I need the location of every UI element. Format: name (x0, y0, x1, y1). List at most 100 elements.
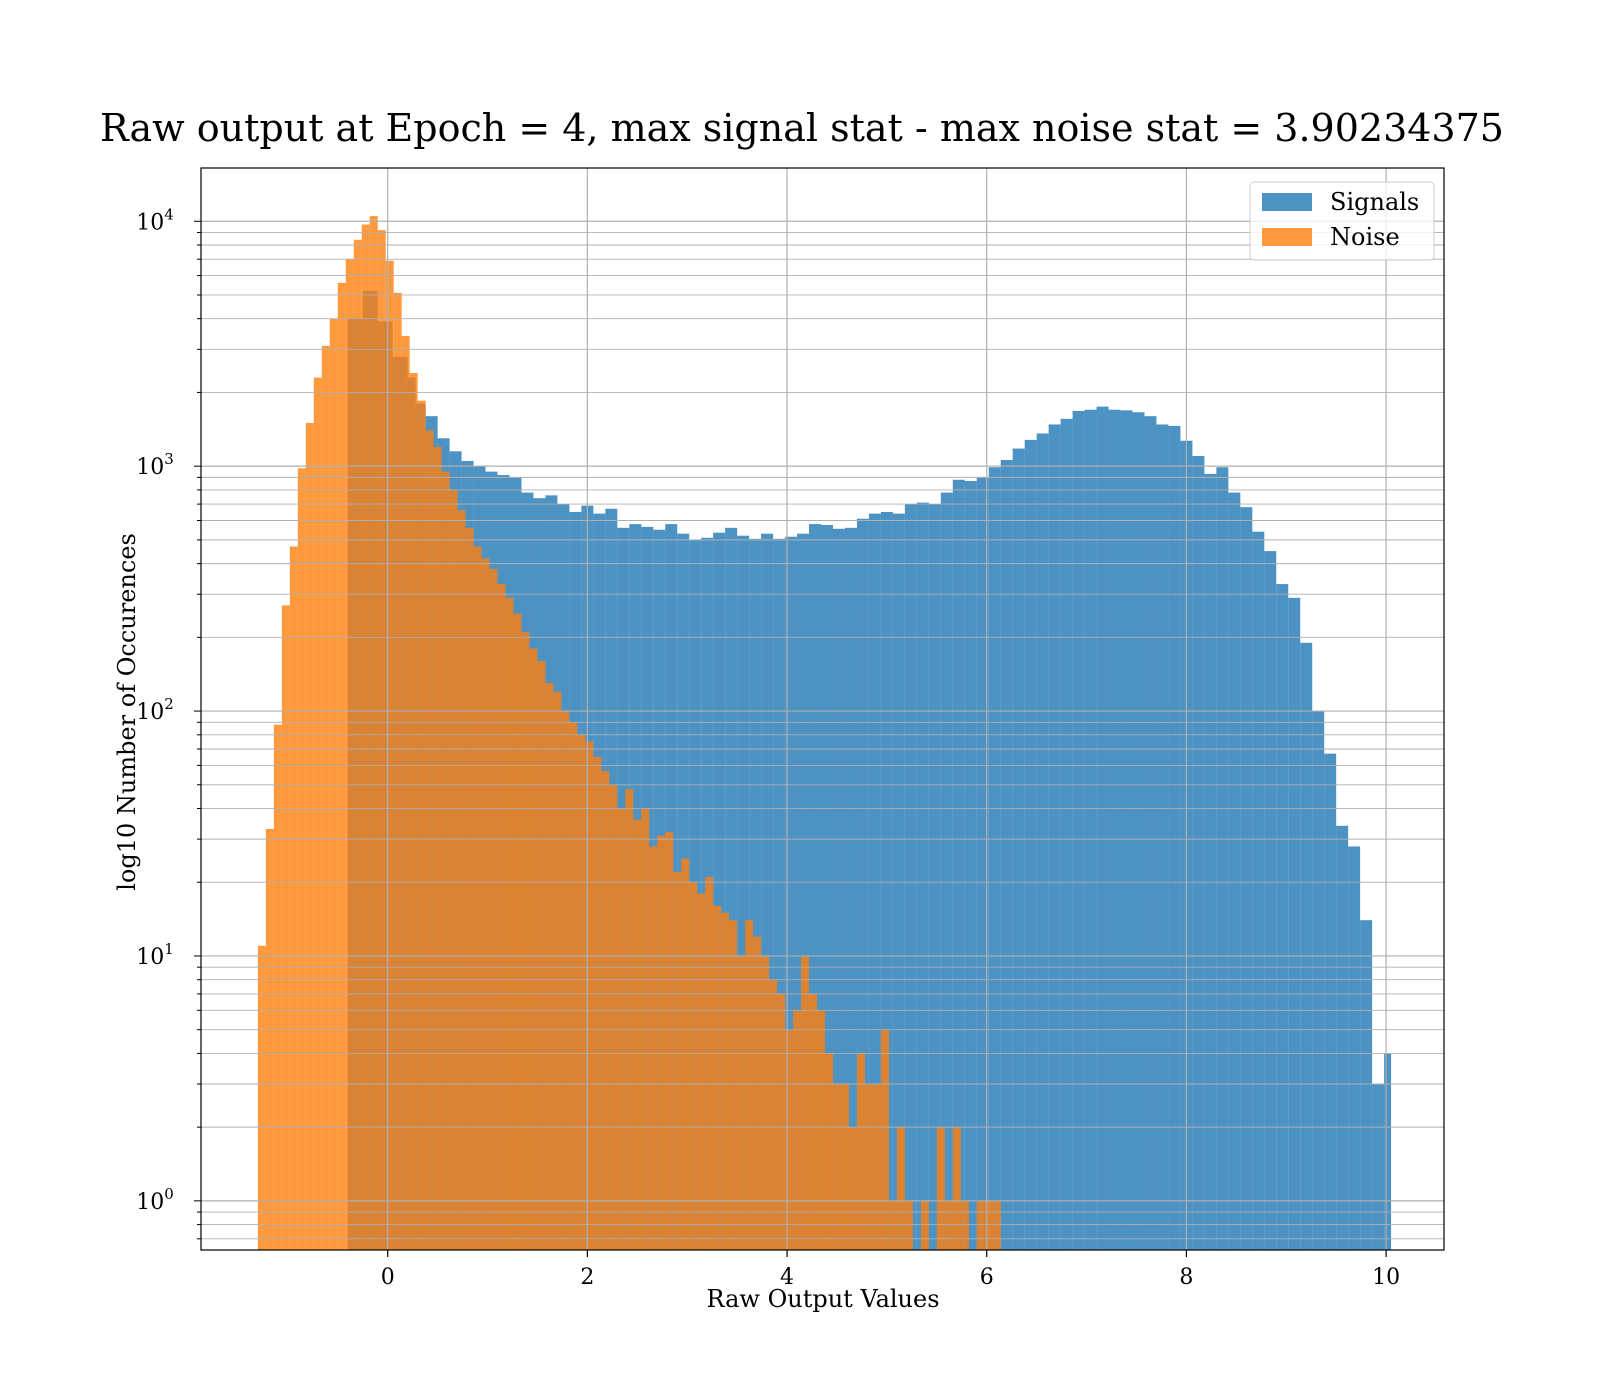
noise-bar (984, 1200, 993, 1250)
grid-overlay (201, 168, 1444, 1250)
noise-bar (497, 584, 506, 1250)
noise-bar (273, 724, 282, 1250)
signals-bar (1036, 433, 1049, 1250)
noise-bar (657, 835, 666, 1250)
signals-bar (737, 535, 750, 1250)
noise-bar (824, 1053, 833, 1250)
noise-bar (393, 292, 402, 1250)
x-tick-label: 2 (580, 1265, 594, 1290)
signals-bar (1048, 424, 1061, 1250)
signals-bar (1108, 409, 1121, 1250)
y-tick-label: 104 (136, 205, 174, 235)
x-tick-label: 8 (1179, 1265, 1193, 1290)
x-axis-ticks: 0 2 4 6 8 10 (381, 1250, 1400, 1290)
signals-bar (725, 527, 738, 1250)
signals-bar (940, 492, 953, 1250)
noise-bar (545, 683, 554, 1250)
noise-bar (633, 819, 642, 1250)
noise-bar (345, 259, 354, 1250)
noise-bar (753, 936, 762, 1250)
signals-bar (928, 504, 941, 1250)
noise-bar (785, 1029, 794, 1250)
noise-bar (697, 893, 706, 1250)
signals-bar (1252, 531, 1265, 1250)
noise-bar (289, 546, 298, 1250)
signals-bar (1204, 473, 1217, 1250)
noise-bar (880, 1029, 889, 1250)
noise-bar (297, 468, 306, 1250)
noise-bar (433, 446, 442, 1250)
signals-bar (713, 532, 726, 1250)
signals-bar (1168, 425, 1181, 1250)
noise-bar (769, 979, 778, 1250)
noise-bar (976, 1200, 985, 1250)
noise-bar (888, 1200, 897, 1250)
signals-bar (988, 467, 1001, 1250)
noise-bar (777, 993, 786, 1250)
chart-title: Raw output at Epoch = 4, max signal stat… (100, 106, 1504, 150)
signals-bar (1324, 753, 1337, 1250)
x-tick-label: 6 (980, 1265, 994, 1290)
signals-bar (952, 479, 965, 1250)
y-axis-ticks: 100 101 102 103 104 (136, 205, 201, 1240)
signals-bar (1024, 439, 1037, 1250)
y-tick-label: 103 (136, 450, 174, 480)
signals-bar (1216, 467, 1229, 1250)
signals-bar (856, 518, 869, 1250)
signals-bar (1096, 406, 1109, 1250)
signals-bar (1192, 456, 1205, 1250)
signals-bar (1084, 409, 1097, 1250)
signals-bar (1228, 492, 1241, 1250)
signals-bar (761, 533, 774, 1250)
noise-bar (513, 613, 522, 1250)
noise-bar (713, 905, 722, 1250)
noise-bar (313, 377, 322, 1250)
noise-bar (481, 558, 490, 1250)
signals-bar (880, 511, 893, 1250)
legend-swatch-signals (1262, 193, 1312, 211)
noise-bar (577, 734, 586, 1250)
noise-bar (409, 373, 418, 1250)
signals-bar (904, 504, 917, 1250)
noise-bar (529, 648, 538, 1250)
signals-bar (1264, 551, 1277, 1250)
noise-bar (665, 832, 674, 1250)
noise-bar (337, 282, 346, 1251)
noise-bar (377, 230, 386, 1250)
noise-bar (369, 216, 378, 1251)
signals-bar (1312, 711, 1325, 1250)
noise-bars (257, 216, 1001, 1251)
noise-bar (281, 605, 290, 1250)
y-tick-label: 102 (136, 695, 174, 725)
noise-bar (729, 920, 738, 1250)
noise-bar (817, 1010, 825, 1250)
signals-bar (1240, 507, 1253, 1251)
noise-bar (705, 877, 714, 1250)
signals-bar (1384, 1053, 1392, 1250)
signals-bar (1120, 410, 1133, 1250)
noise-bar (505, 597, 514, 1250)
noise-bar (385, 260, 394, 1250)
noise-bar (473, 546, 482, 1250)
noise-bar (425, 430, 434, 1250)
noise-bar (856, 1053, 865, 1250)
signals-bar (1156, 424, 1169, 1250)
noise-bar (265, 828, 274, 1250)
y-tick-label: 100 (136, 1185, 174, 1215)
noise-bar (401, 336, 410, 1251)
noise-bar (944, 1200, 953, 1250)
legend: Signals Noise (1249, 181, 1435, 261)
signals-bar (1360, 920, 1373, 1250)
noise-bar (872, 1084, 881, 1250)
noise-bar (936, 1127, 945, 1250)
noise-bar (992, 1200, 1001, 1250)
noise-bar (681, 858, 690, 1250)
signals-bar (1144, 416, 1157, 1250)
noise-bar (649, 846, 658, 1250)
noise-bar (593, 756, 602, 1250)
noise-bar (761, 955, 770, 1250)
signals-bar (1060, 418, 1073, 1250)
noise-bar (585, 741, 594, 1250)
signals-bar (844, 527, 857, 1250)
